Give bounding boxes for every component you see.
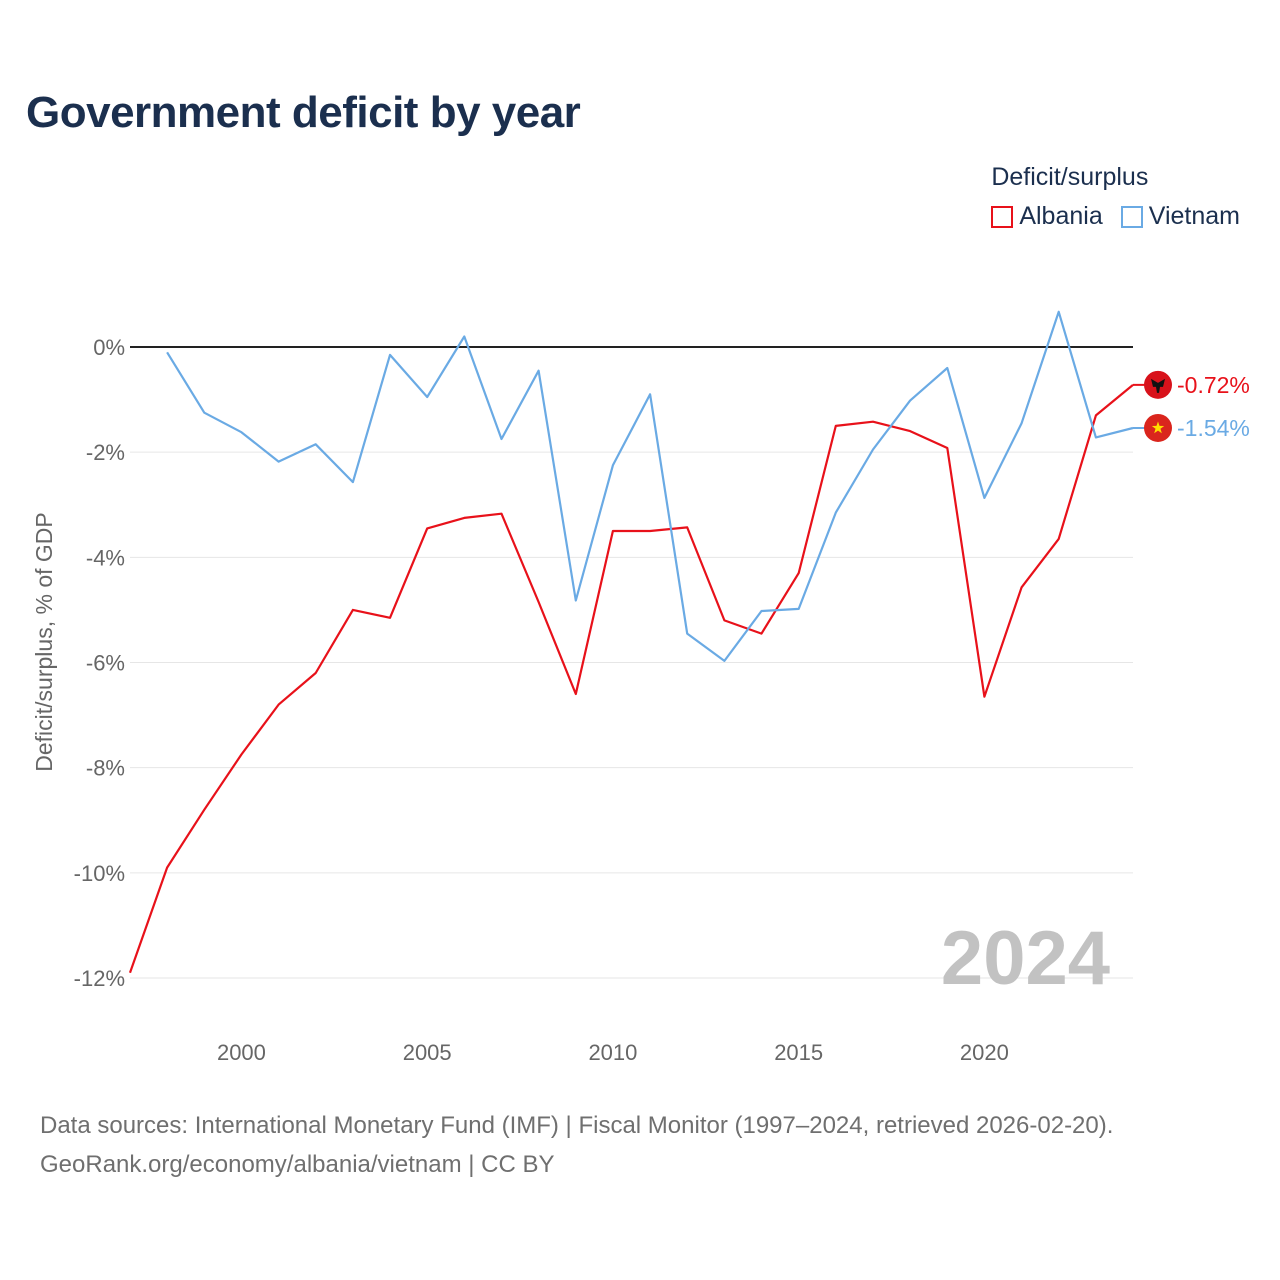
gridlines bbox=[130, 346, 1133, 979]
y-axis-label: Deficit/surplus, % of GDP bbox=[31, 512, 57, 771]
y-axis-ticks: 0% -2% -4% -6% -8% -10% -12% bbox=[74, 335, 125, 991]
current-year-label: 2024 bbox=[941, 916, 1110, 1001]
y-tick-label: -6% bbox=[86, 651, 125, 676]
y-tick-label: -4% bbox=[86, 545, 125, 570]
legend-title: Deficit/surplus bbox=[991, 163, 1149, 191]
x-tick-label: 2020 bbox=[960, 1040, 1009, 1065]
x-axis-ticks: 2000 2005 2010 2015 2020 bbox=[217, 1040, 1009, 1065]
y-tick-label: -8% bbox=[86, 756, 125, 781]
legend-label-albania: Albania bbox=[1019, 202, 1103, 230]
legend-item-vietnam[interactable]: Vietnam bbox=[1120, 202, 1240, 231]
y-tick-label: -12% bbox=[74, 966, 125, 991]
legend-label-vietnam: Vietnam bbox=[1148, 202, 1240, 230]
series-line-albania[interactable] bbox=[128, 384, 1134, 974]
legend: Deficit/surplus Albania Vietnam bbox=[991, 163, 1240, 231]
legend-swatch-vietnam bbox=[1120, 205, 1143, 228]
star-icon bbox=[1151, 421, 1165, 434]
end-value-label-vietnam: -1.54% bbox=[1177, 415, 1250, 441]
series-end-markers: -0.72% -1.54% bbox=[1133, 370, 1250, 442]
data-source-text: Data sources: International Monetary Fun… bbox=[40, 1112, 1114, 1139]
y-tick-label: -10% bbox=[74, 861, 125, 886]
y-tick-label: -2% bbox=[86, 440, 125, 465]
footer: Data sources: International Monetary Fun… bbox=[40, 1106, 1113, 1184]
legend-item-albania[interactable]: Albania bbox=[991, 202, 1103, 231]
y-tick-label: 0% bbox=[93, 335, 125, 360]
x-tick-label: 2005 bbox=[403, 1040, 452, 1065]
x-tick-label: 2000 bbox=[217, 1040, 266, 1065]
end-value-label-albania: -0.72% bbox=[1177, 372, 1250, 398]
series-line-vietnam[interactable] bbox=[166, 310, 1134, 663]
line-chart: 0%-2%-4%-6%-8%-10%-12% 2000 2005 2010 2015 2… bbox=[31, 310, 1250, 1065]
chart-title: Government deficit by year bbox=[26, 88, 581, 137]
eagle-icon bbox=[1151, 378, 1165, 393]
attribution-link[interactable]: GeoRank.org/economy/albania/vietnam | CC… bbox=[40, 1151, 555, 1178]
x-tick-label: 2015 bbox=[774, 1040, 823, 1065]
legend-swatch-albania bbox=[991, 205, 1014, 228]
x-tick-label: 2010 bbox=[588, 1040, 637, 1065]
series-lines bbox=[128, 310, 1134, 974]
